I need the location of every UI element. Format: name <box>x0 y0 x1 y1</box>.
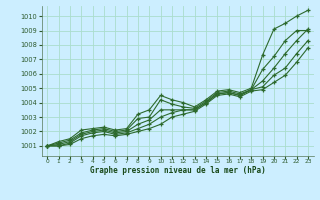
X-axis label: Graphe pression niveau de la mer (hPa): Graphe pression niveau de la mer (hPa) <box>90 166 266 175</box>
